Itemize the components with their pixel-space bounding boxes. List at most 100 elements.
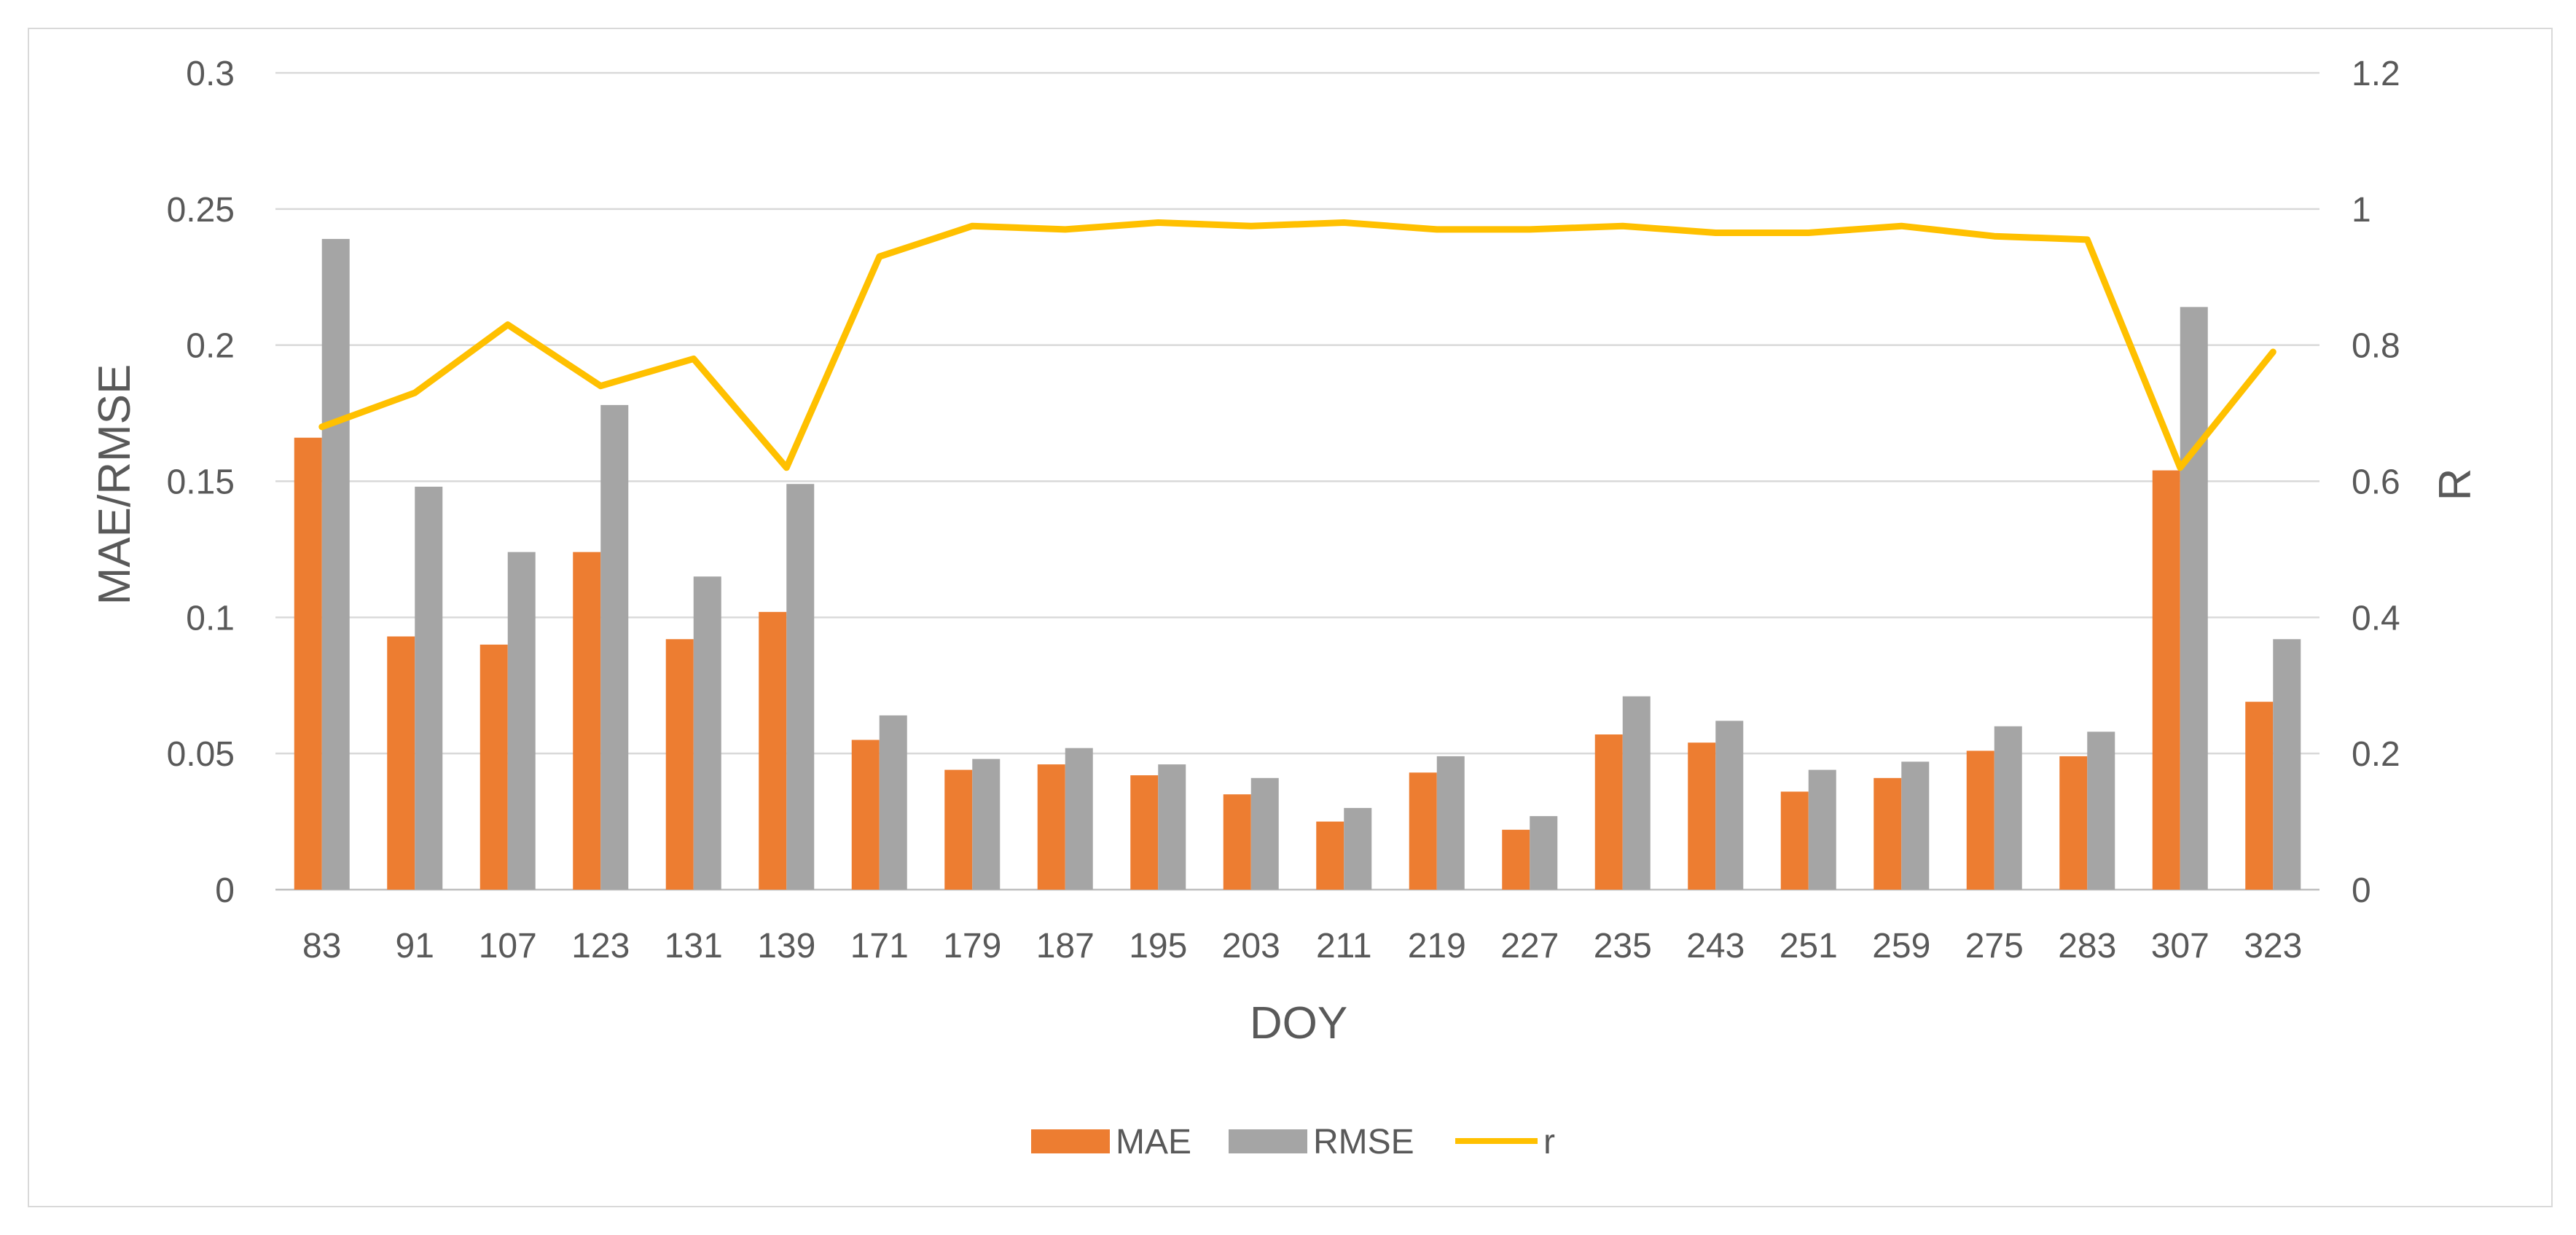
x-tick-label: 179 bbox=[943, 927, 1001, 965]
x-tick-label: 251 bbox=[1780, 927, 1838, 965]
y2-tick-label: 0.8 bbox=[2352, 327, 2400, 366]
bar-rmse bbox=[1530, 816, 1558, 890]
legend-label-r: r bbox=[1543, 1123, 1555, 1161]
bar-mae bbox=[387, 636, 415, 890]
y2-tick-label: 0 bbox=[2352, 871, 2371, 910]
bar-mae bbox=[573, 552, 601, 890]
point-r bbox=[1157, 222, 1159, 224]
bar-rmse bbox=[1250, 777, 1279, 890]
point-r bbox=[1715, 232, 1716, 234]
legend: MAE RMSE r bbox=[1031, 1123, 1555, 1161]
bar-rmse bbox=[2273, 639, 2301, 890]
y-axis-title: MAE/RMSE bbox=[90, 364, 140, 605]
bar-mae bbox=[1780, 791, 1809, 890]
bar-mae bbox=[665, 639, 694, 890]
x-tick-label: 323 bbox=[2244, 927, 2302, 965]
bar-rmse bbox=[1622, 696, 1651, 890]
bar-mae bbox=[1688, 742, 1716, 890]
line-series bbox=[318, 219, 2276, 471]
legend-label-mae: MAE bbox=[1116, 1123, 1191, 1161]
point-r bbox=[1900, 225, 1902, 227]
bar-rmse bbox=[2180, 307, 2208, 890]
bar-rmse bbox=[1344, 807, 1372, 890]
axes: 0 0.05 0.1 0.15 0.2 0.25 0.3 0 0.2 0.4 0.6 0.8 1 1.2 8… bbox=[167, 55, 2400, 965]
bar-rmse bbox=[600, 404, 629, 890]
line-r bbox=[318, 219, 2276, 471]
x-tick-label: 259 bbox=[1872, 927, 1930, 965]
bar-mae bbox=[2152, 470, 2180, 890]
point-r bbox=[600, 385, 601, 387]
bar-rmse bbox=[507, 552, 536, 890]
point-r bbox=[786, 467, 787, 468]
bar-mae bbox=[2245, 702, 2274, 890]
x-tick-label: 131 bbox=[665, 927, 723, 965]
point-r bbox=[693, 358, 694, 359]
bar-mae bbox=[479, 644, 508, 890]
x-tick-label: 187 bbox=[1036, 927, 1095, 965]
x-tick-label: 139 bbox=[757, 927, 815, 965]
x-tick-label: 171 bbox=[850, 927, 909, 965]
y2-tick-label: 1 bbox=[2352, 191, 2371, 230]
bar-rmse bbox=[1901, 761, 1930, 890]
legend-swatch-mae bbox=[1031, 1129, 1110, 1153]
bars bbox=[294, 238, 2301, 890]
x-tick-label: 307 bbox=[2151, 927, 2209, 965]
bar-mae bbox=[1874, 777, 1902, 890]
legend-swatch-rmse bbox=[1229, 1129, 1307, 1153]
x-tick-label: 227 bbox=[1500, 927, 1559, 965]
y2-tick-label: 1.2 bbox=[2352, 55, 2400, 93]
y-tick-label: 0 bbox=[215, 871, 235, 910]
bar-mae bbox=[1502, 829, 1530, 890]
bar-mae bbox=[2059, 756, 2088, 890]
bar-mae bbox=[944, 769, 973, 890]
bar-mae bbox=[294, 437, 322, 890]
bar-rmse bbox=[415, 486, 443, 890]
bar-mae bbox=[851, 740, 880, 890]
y2-tick-label: 0.6 bbox=[2352, 463, 2400, 502]
bar-rmse bbox=[879, 715, 907, 890]
point-r bbox=[1250, 225, 1252, 227]
y-tick-label: 0.1 bbox=[186, 599, 235, 638]
point-r bbox=[1436, 229, 1438, 230]
bar-rmse bbox=[786, 484, 815, 890]
y-tick-label: 0.25 bbox=[167, 191, 235, 230]
x-tick-label: 107 bbox=[479, 927, 537, 965]
point-r bbox=[971, 225, 973, 227]
x-tick-label: 219 bbox=[1408, 927, 1466, 965]
bar-rmse bbox=[693, 576, 721, 890]
bar-rmse bbox=[1158, 764, 1186, 890]
bar-mae bbox=[759, 611, 787, 890]
x-tick-label: 275 bbox=[1965, 927, 2024, 965]
x-tick-label: 243 bbox=[1686, 927, 1745, 965]
y2-axis-title: R bbox=[2430, 468, 2481, 501]
bar-mae bbox=[1316, 821, 1344, 890]
bar-rmse bbox=[1436, 756, 1465, 890]
x-tick-label: 83 bbox=[302, 927, 341, 965]
point-r bbox=[2086, 239, 2088, 240]
bar-rmse bbox=[1715, 721, 1744, 890]
x-tick-label: 91 bbox=[396, 927, 434, 965]
point-r bbox=[1808, 232, 1809, 234]
point-r bbox=[2272, 351, 2274, 353]
x-tick-label: 211 bbox=[1316, 927, 1372, 965]
y-tick-label: 0.05 bbox=[167, 735, 235, 774]
y-tick-label: 0.3 bbox=[186, 55, 235, 93]
y2-tick-label: 0.2 bbox=[2352, 735, 2400, 774]
y-tick-label: 0.2 bbox=[186, 327, 235, 366]
x-tick-label: 195 bbox=[1129, 927, 1187, 965]
x-tick-label: 203 bbox=[1222, 927, 1280, 965]
x-axis-title: DOY bbox=[1250, 998, 1347, 1048]
bar-rmse bbox=[972, 758, 1001, 890]
x-tick-label: 283 bbox=[2058, 927, 2116, 965]
legend-label-rmse: RMSE bbox=[1313, 1123, 1414, 1161]
bar-rmse bbox=[1808, 769, 1836, 890]
bar-mae bbox=[1130, 775, 1159, 890]
x-tick-label: 123 bbox=[571, 927, 630, 965]
point-r bbox=[321, 426, 323, 428]
bar-rmse bbox=[1065, 748, 1093, 890]
bar-rmse bbox=[1994, 726, 2022, 890]
bar-mae bbox=[1594, 734, 1623, 890]
point-r bbox=[507, 324, 509, 326]
y2-tick-label: 0.4 bbox=[2352, 599, 2400, 638]
